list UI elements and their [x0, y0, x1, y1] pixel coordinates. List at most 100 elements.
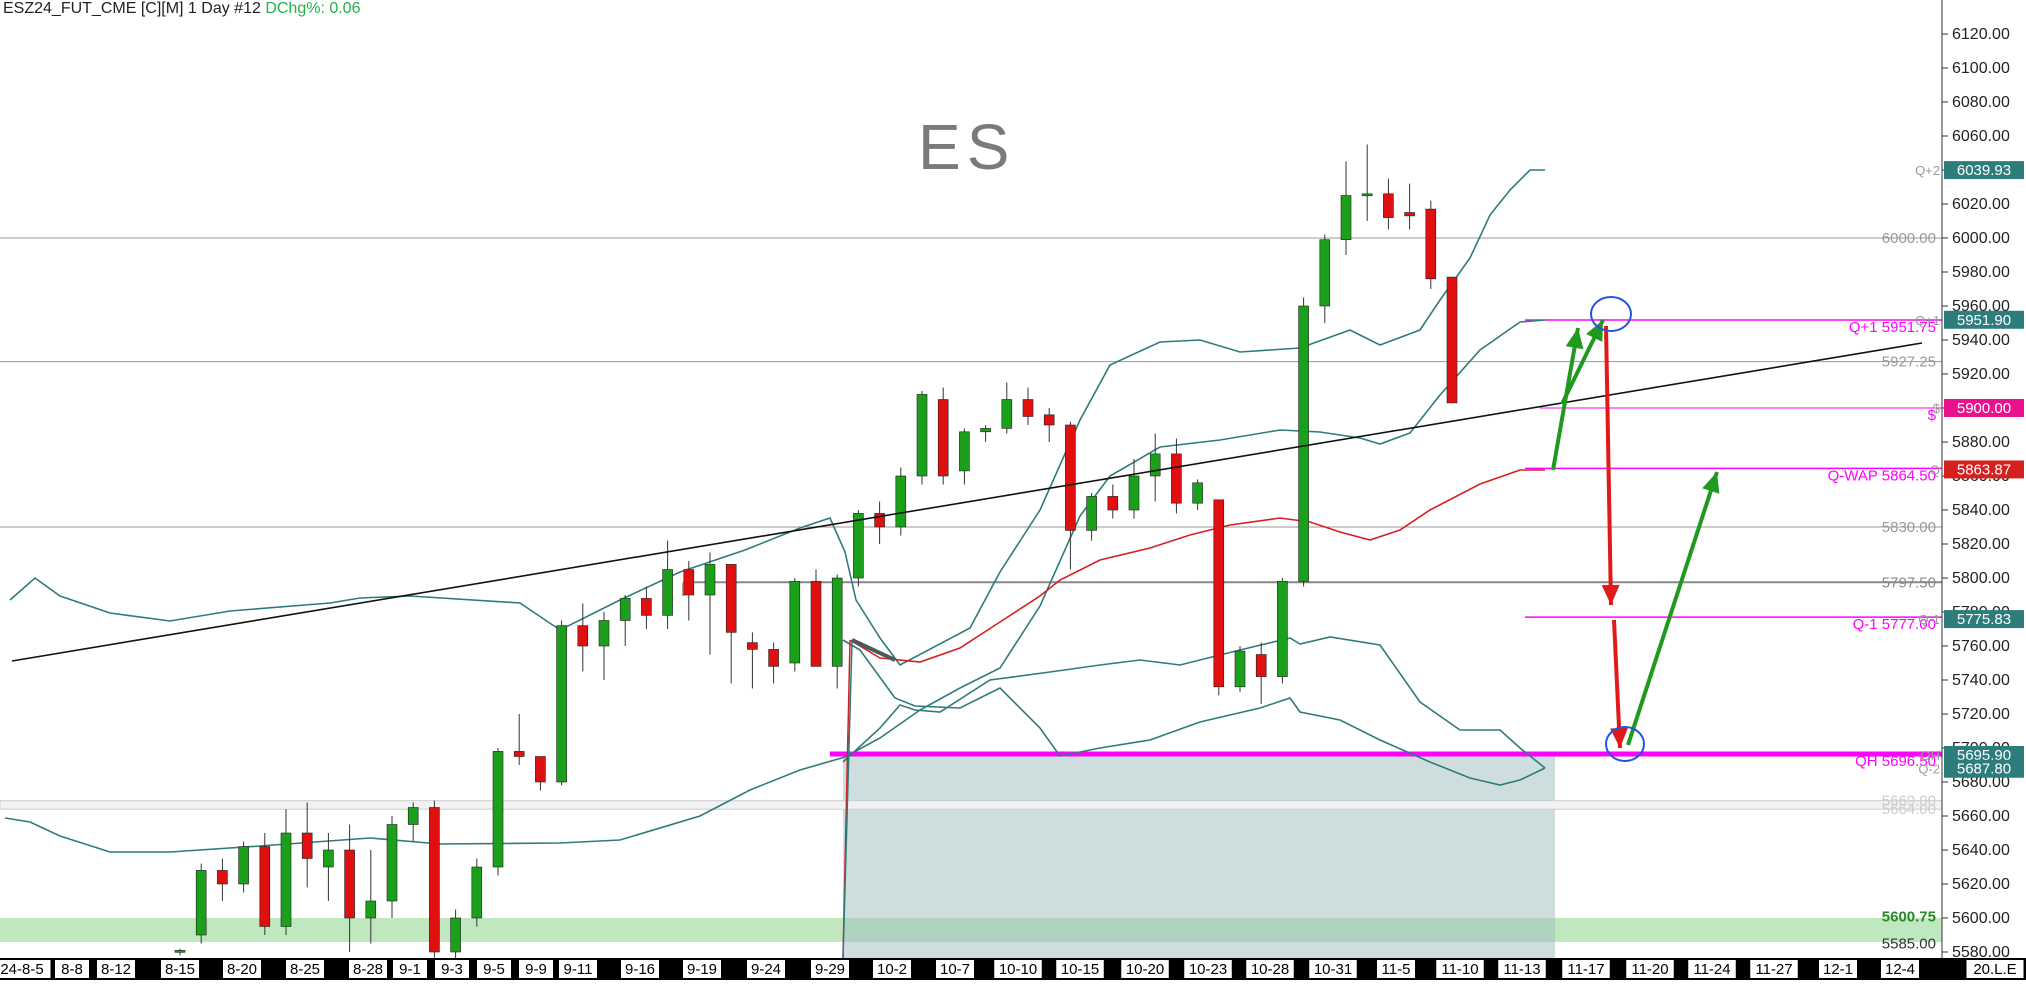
x-tick-box	[1377, 960, 1415, 978]
candle-body	[831, 577, 843, 667]
x-tick-label: 10-28	[1251, 961, 1289, 978]
x-tick-label: 9-24	[751, 961, 781, 978]
x-tick-label: 11-20	[1631, 961, 1668, 978]
candle-body	[323, 849, 334, 868]
band-anchor-line	[842, 641, 853, 959]
x-tick-box	[1309, 960, 1357, 978]
candle-body	[1404, 212, 1415, 217]
x-tick-box	[1246, 960, 1294, 978]
x-tick-box	[349, 960, 387, 978]
y-tick-label: 5760.00	[1952, 638, 2010, 655]
price-axis[interactable]: 5580.00 5600.00 5620.00 5640.00 5660.00 5680.…	[1941, 0, 2026, 999]
x-tick-label: 11-27	[1755, 961, 1792, 978]
price-tag-label: Q-2	[1918, 762, 1940, 777]
candle-body	[556, 625, 567, 783]
candle-body	[810, 581, 822, 667]
annotations	[11, 296, 1923, 762]
time-axis[interactable]: 24-8-5 8-8 8-12 8-15 8-20 8-25 8-28 9-1 9-3 9-5 9-…	[0, 958, 2026, 999]
candle-body	[1383, 193, 1394, 218]
price-tag-label: Q+2	[1915, 163, 1940, 178]
candle-body	[259, 846, 271, 927]
price-tag-label: Q	[1930, 462, 1940, 477]
candle-body	[619, 598, 631, 621]
y-tick-label: 5800.00	[1952, 570, 2010, 587]
candle-body	[1277, 581, 1288, 677]
candle-body	[577, 625, 589, 647]
x-tick-box	[747, 960, 785, 978]
candle-body	[598, 620, 610, 647]
price-tag-label: Q-1	[1918, 612, 1940, 627]
candle-body	[853, 513, 864, 579]
candle-body	[238, 846, 249, 885]
x-tick-label: 10-7	[940, 961, 970, 978]
y-tick-label: 5680.00	[1952, 774, 2010, 791]
time-axis-footer	[0, 980, 2026, 999]
x-tick-label: 10-2	[877, 961, 907, 978]
price-tag-value: 5863.87	[1957, 461, 2011, 478]
price-tag-value: 5951.90	[1957, 312, 2011, 329]
candle-body	[789, 581, 801, 664]
candles	[174, 144, 1458, 961]
candle-body	[301, 832, 313, 859]
candle-body	[471, 866, 483, 919]
price-tag-label: Q+1	[1915, 313, 1940, 328]
x-tick-box	[873, 960, 911, 978]
candle-body	[1213, 499, 1225, 688]
y-tick-label: 5620.00	[1952, 876, 2010, 893]
y-tick-label: 5740.00	[1952, 672, 2010, 689]
price-tag-box	[1944, 161, 2024, 180]
candle-body	[1171, 453, 1182, 504]
candle-body	[195, 870, 207, 936]
x-tick-label: 10-31	[1314, 961, 1352, 978]
x-tick-box	[223, 960, 261, 978]
price-tag-value: 5900.00	[1957, 400, 2011, 417]
x-tick-label: 12-4	[1885, 961, 1915, 978]
candle-body	[747, 642, 758, 650]
upper-band	[9, 169, 1545, 667]
x-tick-box	[936, 960, 974, 978]
x-tick-label: 10-10	[999, 961, 1037, 978]
price-tag-label: QH	[1921, 748, 1941, 763]
anchor-stub	[851, 638, 896, 662]
price-tag-box	[1944, 745, 2024, 764]
x-tick-box	[1562, 960, 1610, 978]
y-tick-label: 5980.00	[1952, 264, 2010, 281]
candle-body	[1086, 496, 1097, 531]
x-tick-box	[811, 960, 849, 978]
candle-body	[662, 569, 673, 616]
candle-body	[895, 475, 907, 528]
outer-lower-band	[842, 639, 1546, 786]
candle-body	[1065, 424, 1076, 531]
level-label: 5830.00	[1882, 519, 1936, 536]
vwap-line	[849, 469, 1545, 663]
candle-body	[1298, 305, 1309, 582]
candle-body	[450, 917, 461, 953]
chart-watermark: ES	[918, 111, 1016, 183]
x-tick-box	[621, 960, 659, 978]
x-tick-label: 9-9	[525, 961, 547, 978]
target-circle-bottom	[1605, 726, 1645, 762]
y-tick-label: 5660.00	[1952, 808, 2010, 825]
green-arrow-up-3-head	[1702, 472, 1720, 494]
x-tick-box	[161, 960, 199, 978]
trend-line	[11, 342, 1923, 662]
price-tag-box	[1944, 759, 2024, 778]
level-label: 5664.00	[1882, 801, 1936, 818]
x-tick-label: 8-20	[227, 961, 257, 978]
quarter-level-label: Q+1 5951.75	[1849, 319, 1936, 336]
x-tick-box	[1966, 960, 2024, 978]
level-label: 5585.00	[1882, 936, 1936, 953]
y-tick-label: 5720.00	[1952, 706, 2010, 723]
candle-body	[365, 900, 377, 919]
x-tick-box	[1626, 960, 1674, 978]
channel-bands	[4, 169, 1546, 959]
y-tick-label: 6100.00	[1952, 60, 2010, 77]
x-tick-label: 8-12	[101, 961, 131, 978]
y-tick-label: 5940.00	[1952, 332, 2010, 349]
x-tick-label: 10-23	[1189, 961, 1227, 978]
candle-body	[683, 569, 695, 596]
candle-body	[1149, 453, 1161, 477]
x-tick-box	[1436, 960, 1484, 978]
x-tick-box	[97, 960, 135, 978]
